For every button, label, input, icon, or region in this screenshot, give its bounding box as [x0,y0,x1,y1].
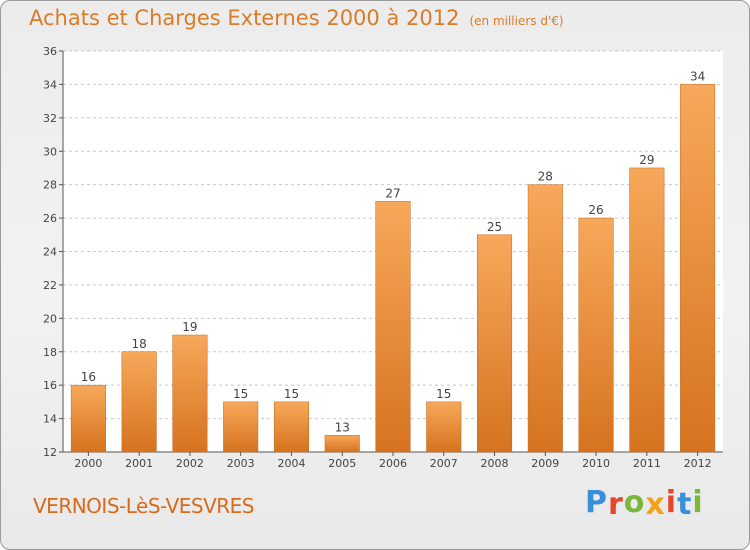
place-name: VERNOIS-LèS-VESVRES [33,494,255,518]
bar [477,234,513,453]
x-tick-label: 2007 [430,457,458,470]
y-tick-label: 36 [43,45,57,58]
y-tick-label: 22 [43,279,57,292]
y-tick-label: 12 [43,446,57,459]
x-tick-label: 2011 [633,457,661,470]
bar-value-label: 27 [385,186,400,200]
bar [121,351,157,453]
logo-letter: t [677,487,693,522]
bar [375,201,411,453]
bar-value-label: 15 [233,387,248,401]
bar [324,435,360,453]
bar [629,167,665,453]
bar-value-label: 19 [182,320,197,334]
proxiti-logo: Proxiti [585,485,704,522]
y-tick-label: 30 [43,145,57,158]
x-tick-label: 2012 [684,457,712,470]
y-tick-label: 20 [43,312,57,325]
bar-value-label: 16 [81,370,96,384]
x-tick-label: 2008 [481,457,509,470]
bar-value-label: 25 [487,220,502,234]
y-tick-label: 34 [43,78,57,91]
x-tick-label: 2006 [379,457,407,470]
bar-value-label: 18 [132,337,147,351]
logo-letter: i [692,485,704,520]
bar [680,84,716,453]
chart-title-text: Achats et Charges Externes 2000 à 2012 [29,6,460,30]
x-tick-label: 2001 [125,457,153,470]
bar [578,217,614,453]
x-tick-label: 2000 [74,457,102,470]
bar-value-label: 29 [639,153,654,167]
logo-letter: x [645,487,666,522]
bar [426,401,462,453]
bar-value-label: 15 [284,387,299,401]
y-tick-label: 32 [43,112,57,125]
y-tick-label: 24 [43,246,57,259]
y-tick-label: 14 [43,413,57,426]
bar [527,184,563,453]
chart-title: Achats et Charges Externes 2000 à 2012 (e… [29,6,564,30]
y-tick-label: 26 [43,212,57,225]
bar [223,401,259,453]
x-tick-label: 2002 [176,457,204,470]
logo-letter: i [665,485,678,520]
x-tick-label: 2005 [328,457,356,470]
y-tick-label: 28 [43,179,57,192]
bar-value-label: 26 [588,203,603,217]
logo-letter: o [623,485,646,520]
logo-letter: P [585,485,608,520]
chart-subtitle: (en milliers d'€) [469,14,564,28]
y-tick-label: 18 [43,346,57,359]
x-tick-label: 2010 [582,457,610,470]
bar-value-label: 13 [335,420,350,434]
bar [70,384,106,453]
logo-letter: r [608,487,624,522]
bar-value-label: 34 [690,69,705,83]
bar [172,334,208,453]
bar [273,401,309,453]
y-tick-label: 16 [43,379,57,392]
x-tick-label: 2009 [531,457,559,470]
bar-value-label: 15 [436,387,451,401]
x-tick-label: 2004 [277,457,305,470]
bar-value-label: 28 [538,170,553,184]
x-tick-label: 2003 [227,457,255,470]
